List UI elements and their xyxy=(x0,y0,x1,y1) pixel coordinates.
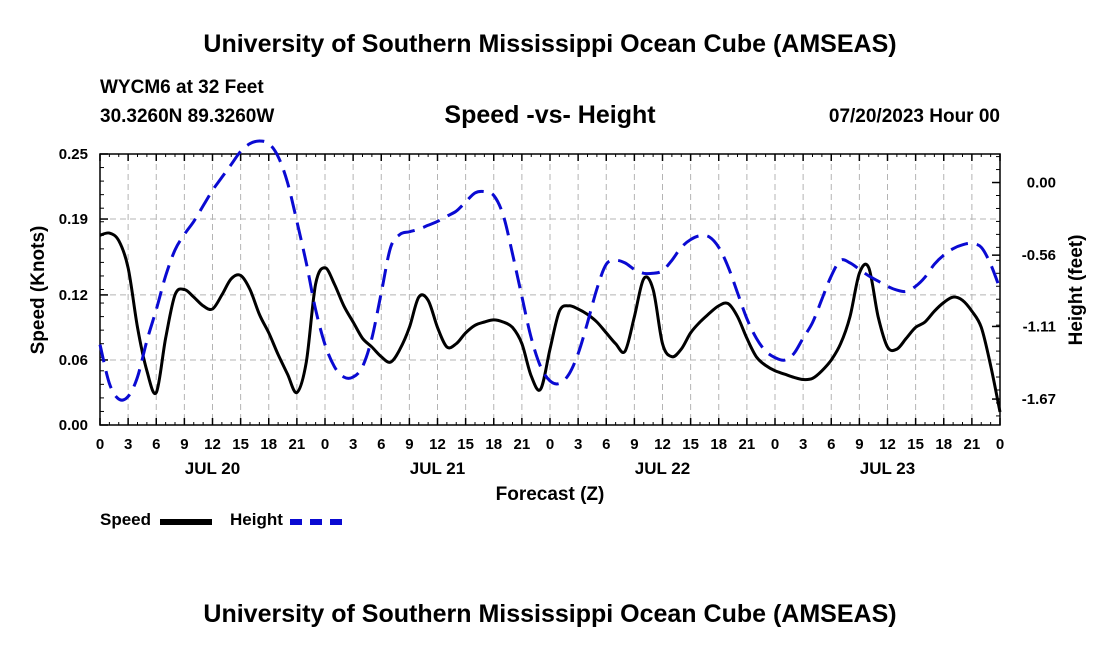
x-tick-label: 9 xyxy=(630,436,638,453)
day-label: JUL 20 xyxy=(185,459,240,478)
x-tick-label: 9 xyxy=(405,436,413,453)
grid-layer xyxy=(100,154,1000,425)
x-tick-label: 18 xyxy=(935,436,952,453)
x-tick-label: 12 xyxy=(204,436,221,453)
legend-height-label: Height xyxy=(230,510,283,529)
chart-subtitle: Speed -vs- Height xyxy=(444,101,656,129)
x-tick-label: 15 xyxy=(457,436,474,453)
x-axis-title: Forecast (Z) xyxy=(496,484,605,505)
x-tick-label: 18 xyxy=(710,436,727,453)
day-label: JUL 21 xyxy=(410,459,465,478)
station-coordinates: 30.3260N 89.3260W xyxy=(100,106,275,127)
chart-main-title: University of Southern Mississippi Ocean… xyxy=(203,30,897,58)
x-tick-label: 18 xyxy=(260,436,277,453)
x-tick-label: 0 xyxy=(996,436,1004,453)
x-tick-label: 6 xyxy=(827,436,835,453)
x-tick-label: 9 xyxy=(855,436,863,453)
x-tick-label: 21 xyxy=(739,436,756,453)
y-tick-label: 0.00 xyxy=(59,417,88,434)
x-tick-label: 6 xyxy=(377,436,385,453)
legend-speed-swatch xyxy=(160,519,212,525)
footer-title: University of Southern Mississippi Ocean… xyxy=(203,600,897,628)
x-tick-label: 21 xyxy=(964,436,981,453)
x-tick-label: 3 xyxy=(799,436,807,453)
series-layer xyxy=(98,139,1002,413)
legend-height-swatch xyxy=(290,519,342,525)
x-tick-label: 15 xyxy=(232,436,249,453)
y-right-tick-label: -1.67 xyxy=(1022,391,1056,408)
x-tick-label: 18 xyxy=(485,436,502,453)
x-tick-label: 21 xyxy=(289,436,306,453)
legend-speed-label: Speed xyxy=(100,510,152,529)
speed-series-line xyxy=(99,231,1002,413)
x-tick-label: 3 xyxy=(124,436,132,453)
y-right-tick-label: -0.56 xyxy=(1022,247,1056,264)
x-tick-label: 0 xyxy=(546,436,554,453)
x-tick-label: 12 xyxy=(654,436,671,453)
x-tick-label: 15 xyxy=(682,436,699,453)
day-label: JUL 23 xyxy=(860,459,915,478)
x-tick-label: 0 xyxy=(771,436,779,453)
height-series-line xyxy=(98,139,1002,402)
x-tick-label: 6 xyxy=(602,436,610,453)
x-tick-label: 0 xyxy=(321,436,329,453)
y-tick-label: 0.12 xyxy=(59,287,88,304)
y-tick-label: 0.06 xyxy=(59,352,88,369)
x-tick-label: 21 xyxy=(514,436,531,453)
x-tick-label: 9 xyxy=(180,436,188,453)
y-axis-title-right: Height (feet) xyxy=(1066,235,1087,346)
y-right-tick-label: 0.00 xyxy=(1027,175,1056,192)
forecast-run-date: 07/20/2023 Hour 00 xyxy=(828,106,1000,127)
y-right-tick-label: -1.11 xyxy=(1023,318,1056,335)
x-tick-label: 12 xyxy=(879,436,896,453)
y-tick-label: 0.25 xyxy=(59,146,88,163)
x-tick-label: 0 xyxy=(96,436,104,453)
x-tick-label: 6 xyxy=(152,436,160,453)
tick-layer: 0 3 6 9 12 15 18 21 0 3 6 9 12 15 18 21 0 3 6 9 12 15 18 21 0 3 6 9… xyxy=(59,146,1056,478)
x-tick-label: 12 xyxy=(429,436,446,453)
x-tick-label: 3 xyxy=(574,436,582,453)
station-label: WYCM6 at 32 Feet xyxy=(100,77,264,98)
y-axis-title-left: Speed (Knots) xyxy=(28,226,49,355)
y-tick-label: 0.19 xyxy=(59,211,88,228)
day-label: JUL 22 xyxy=(635,459,690,478)
x-tick-label: 3 xyxy=(349,436,357,453)
x-tick-label: 15 xyxy=(907,436,924,453)
